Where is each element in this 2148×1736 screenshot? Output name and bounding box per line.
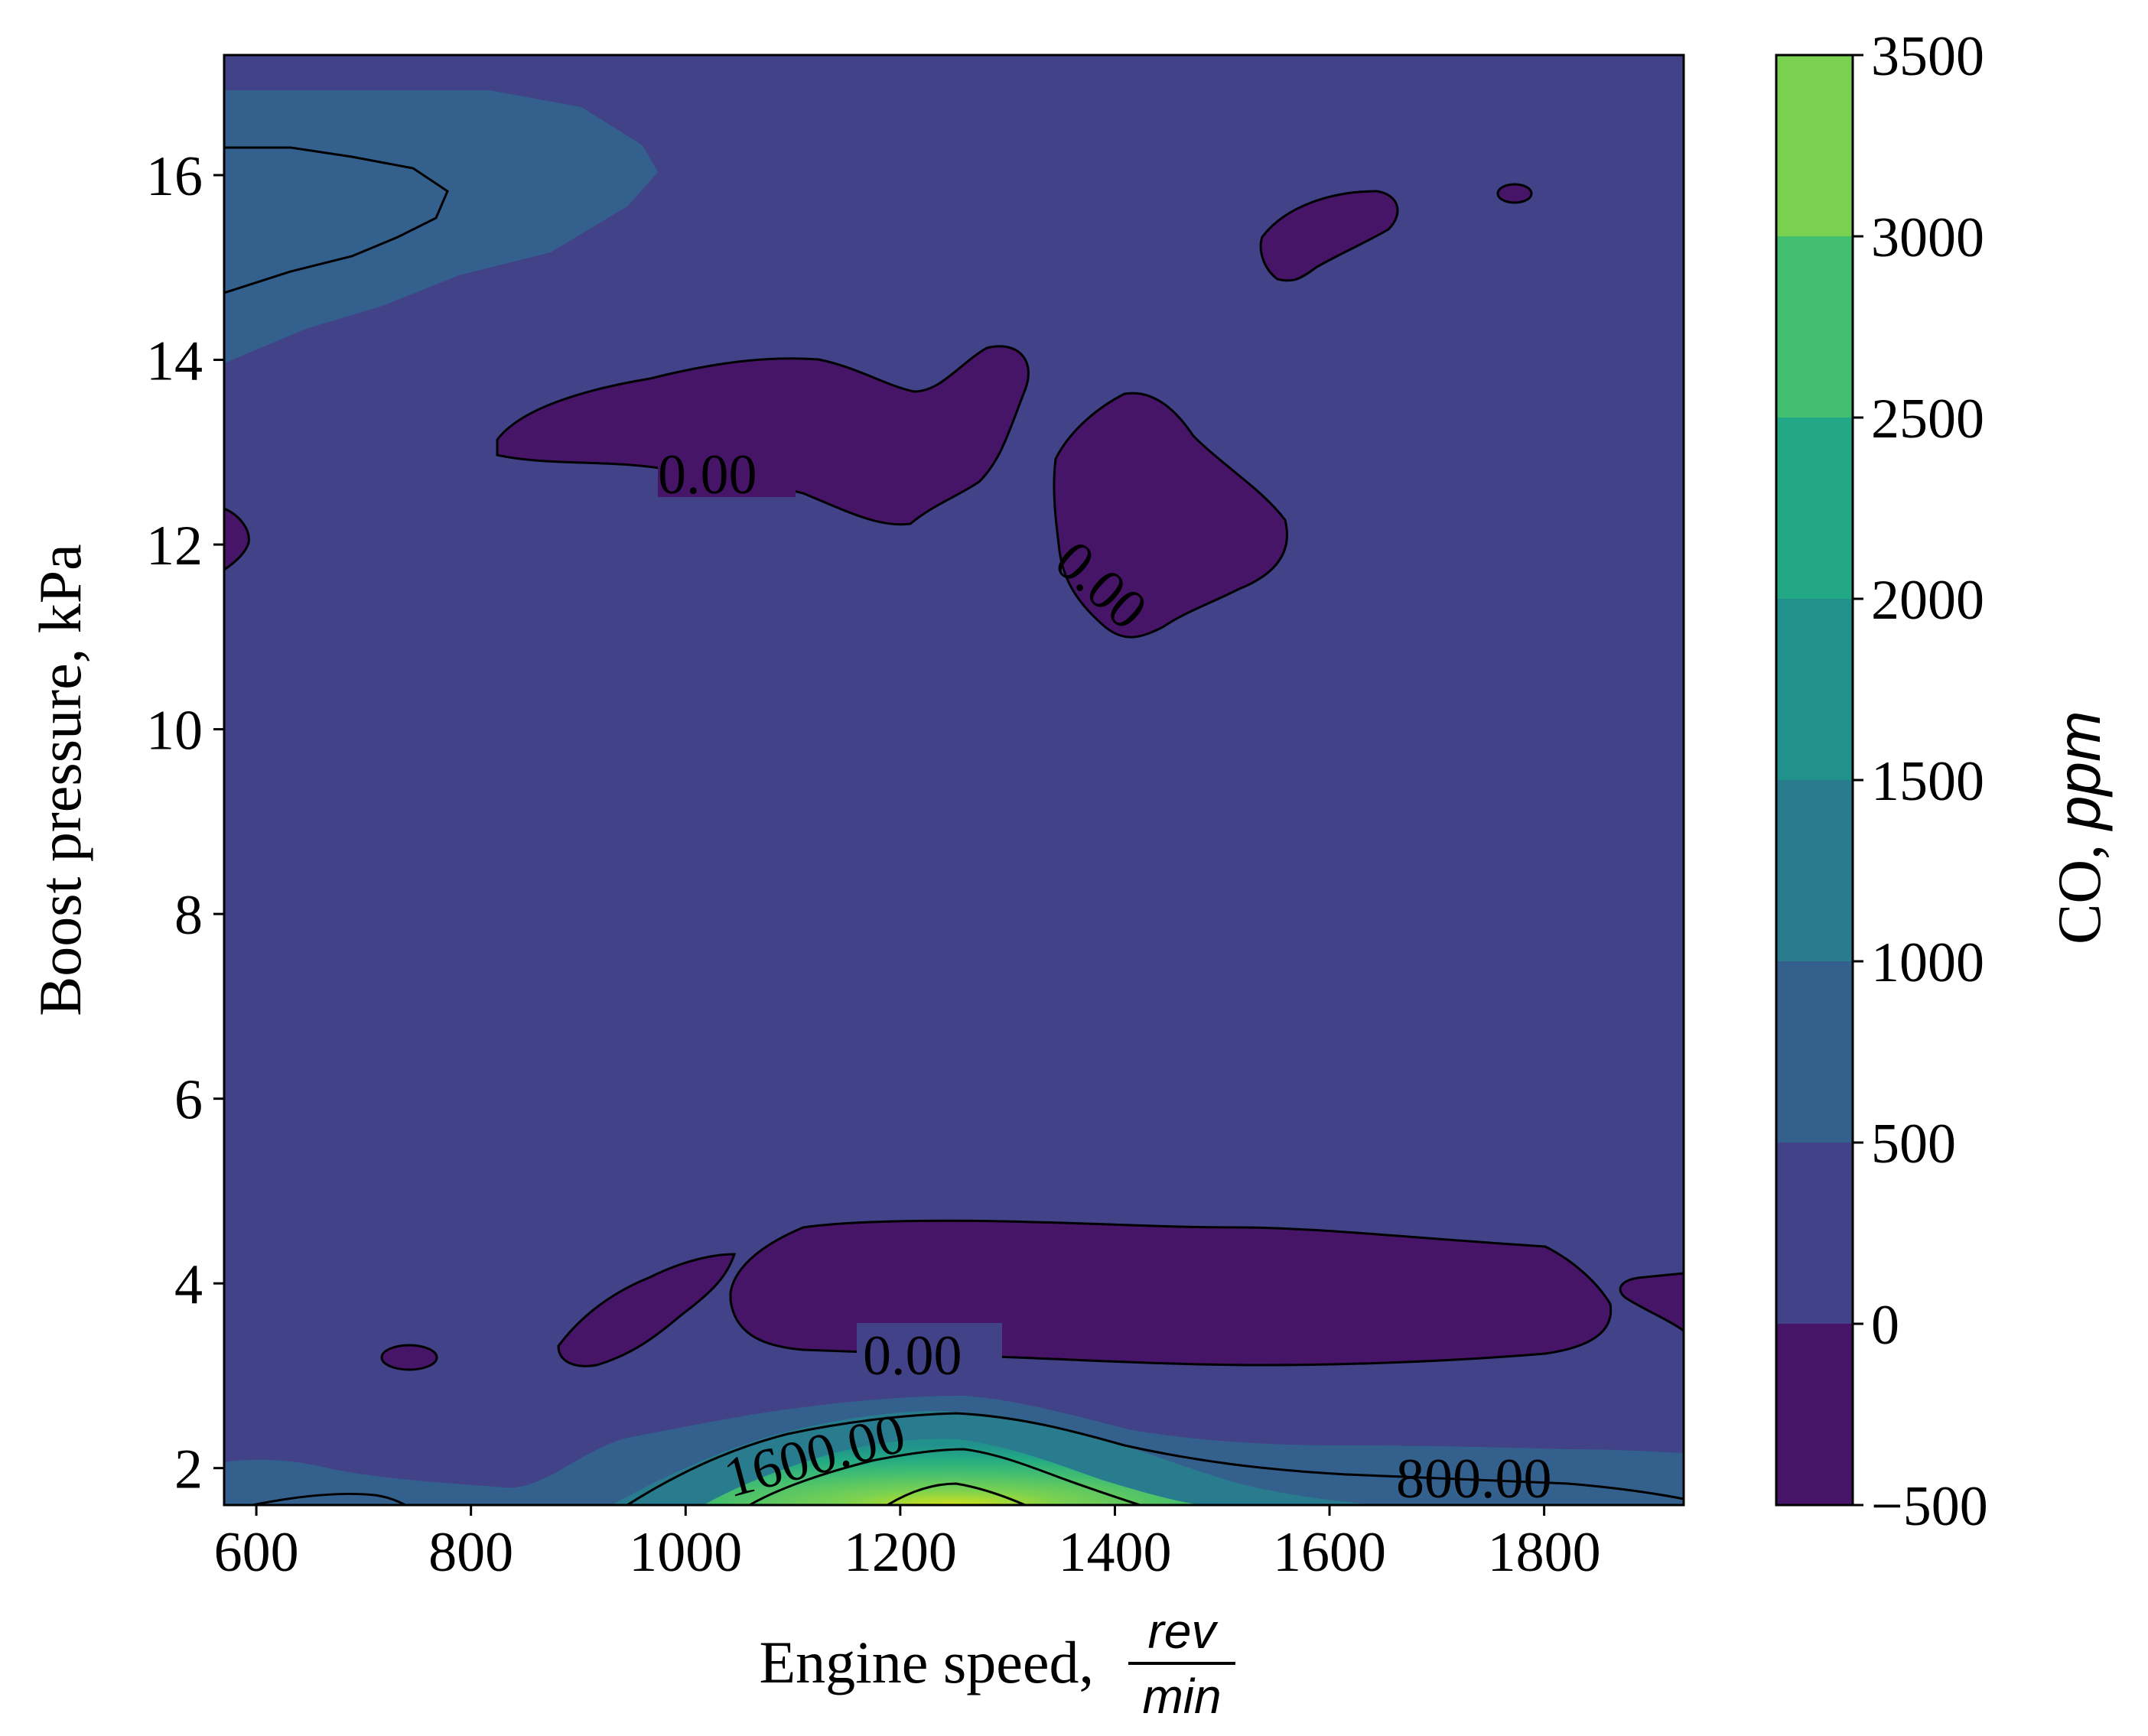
colorbar-tick-label: 1000	[1871, 931, 1984, 994]
contour-label-5: 800.00	[1396, 1448, 1552, 1510]
x-axis-label: Engine speed,	[759, 1629, 1094, 1695]
colorbar-tick-label: 3500	[1871, 25, 1984, 88]
island-lower-small	[380, 1344, 438, 1371]
x-axis-ticks: 600 800 1000 1200 1400 1600 1800	[214, 1505, 1601, 1584]
contour-line-1600	[749, 1448, 1141, 1505]
x-tick-label: 1600	[1273, 1521, 1386, 1584]
colorbar-tick-label: −500	[1871, 1475, 1988, 1538]
y-axis-label: Boost pressure, kPa	[27, 544, 93, 1016]
colorbar-segment	[1776, 599, 1853, 780]
contour-line-bottom-left	[252, 1492, 406, 1505]
colorbar-tick-label: 2500	[1871, 388, 1984, 450]
x-tick-label: 1400	[1058, 1521, 1171, 1584]
colorbar-tick-label: 0	[1871, 1294, 1899, 1357]
island-upper-2	[1053, 392, 1288, 639]
colorbar-segment	[1776, 961, 1853, 1143]
x-tick-label: 800	[428, 1521, 513, 1584]
colorbar-tick-label: 3000	[1871, 206, 1984, 269]
colorbar-segment	[1776, 1324, 1853, 1505]
region-top-left-500	[224, 90, 658, 363]
plot-area	[224, 55, 1684, 1505]
y-tick-label: 14	[146, 330, 203, 393]
y-tick-label: 16	[146, 145, 203, 208]
x-axis-unit-denominator: min	[1142, 1669, 1221, 1724]
colorbar-label-unit: ppm	[2045, 710, 2113, 831]
colorbar-tick-label: 500	[1871, 1113, 1956, 1175]
region-bottom-peak	[704, 1439, 1201, 1505]
colorbar-segment	[1776, 55, 1853, 236]
y-tick-label: 10	[146, 700, 203, 762]
x-tick-label: 1200	[844, 1521, 957, 1584]
contour-label-3: 0.00	[863, 1325, 962, 1387]
island-left-edge	[224, 507, 250, 571]
island-top-right-2	[1496, 183, 1533, 204]
contour-line-800	[626, 1412, 1684, 1505]
x-tick-label: 1800	[1488, 1521, 1601, 1584]
y-tick-label: 6	[174, 1069, 203, 1132]
colorbar-segment	[1776, 780, 1853, 961]
y-tick-label: 12	[146, 515, 203, 577]
colorbar-label: CO,	[2046, 844, 2114, 944]
colorbar-segment	[1776, 1143, 1853, 1324]
y-tick-label: 2	[174, 1439, 203, 1501]
contour-line-peak	[887, 1482, 1026, 1505]
x-axis-unit-numerator: rev	[1148, 1604, 1219, 1659]
x-tick-label: 600	[214, 1521, 299, 1584]
island-lower-band-right	[1619, 1272, 1684, 1332]
y-tick-label: 8	[174, 884, 203, 947]
colorbar-tick-label: 2000	[1871, 569, 1984, 632]
contour-labels: 0.00 0.00 0.00 1600.00 800.00	[658, 444, 1552, 1510]
colorbar-tick-label: 1500	[1871, 750, 1984, 813]
x-tick-label: 1000	[629, 1521, 742, 1584]
x-axis-label-group: Engine speed, rev min	[759, 1604, 1235, 1724]
y-axis-ticks: 2 4 6 8 10 12 14 16	[146, 145, 224, 1501]
contour-line-top-left	[224, 146, 449, 294]
colorbar-segment	[1776, 236, 1853, 418]
y-tick-label: 4	[174, 1253, 203, 1316]
plot-frame	[223, 54, 1685, 1507]
island-top-right-1	[1259, 190, 1399, 282]
colorbar-label-group: CO, ppm	[2045, 710, 2114, 944]
colorbar: −500 0 500 1000 1500 2000 2500 3000 3500	[1775, 25, 1988, 1538]
contour-label-1: 0.00	[658, 444, 757, 506]
colorbar-segment	[1776, 418, 1853, 599]
island-lower-band-left	[557, 1253, 737, 1367]
